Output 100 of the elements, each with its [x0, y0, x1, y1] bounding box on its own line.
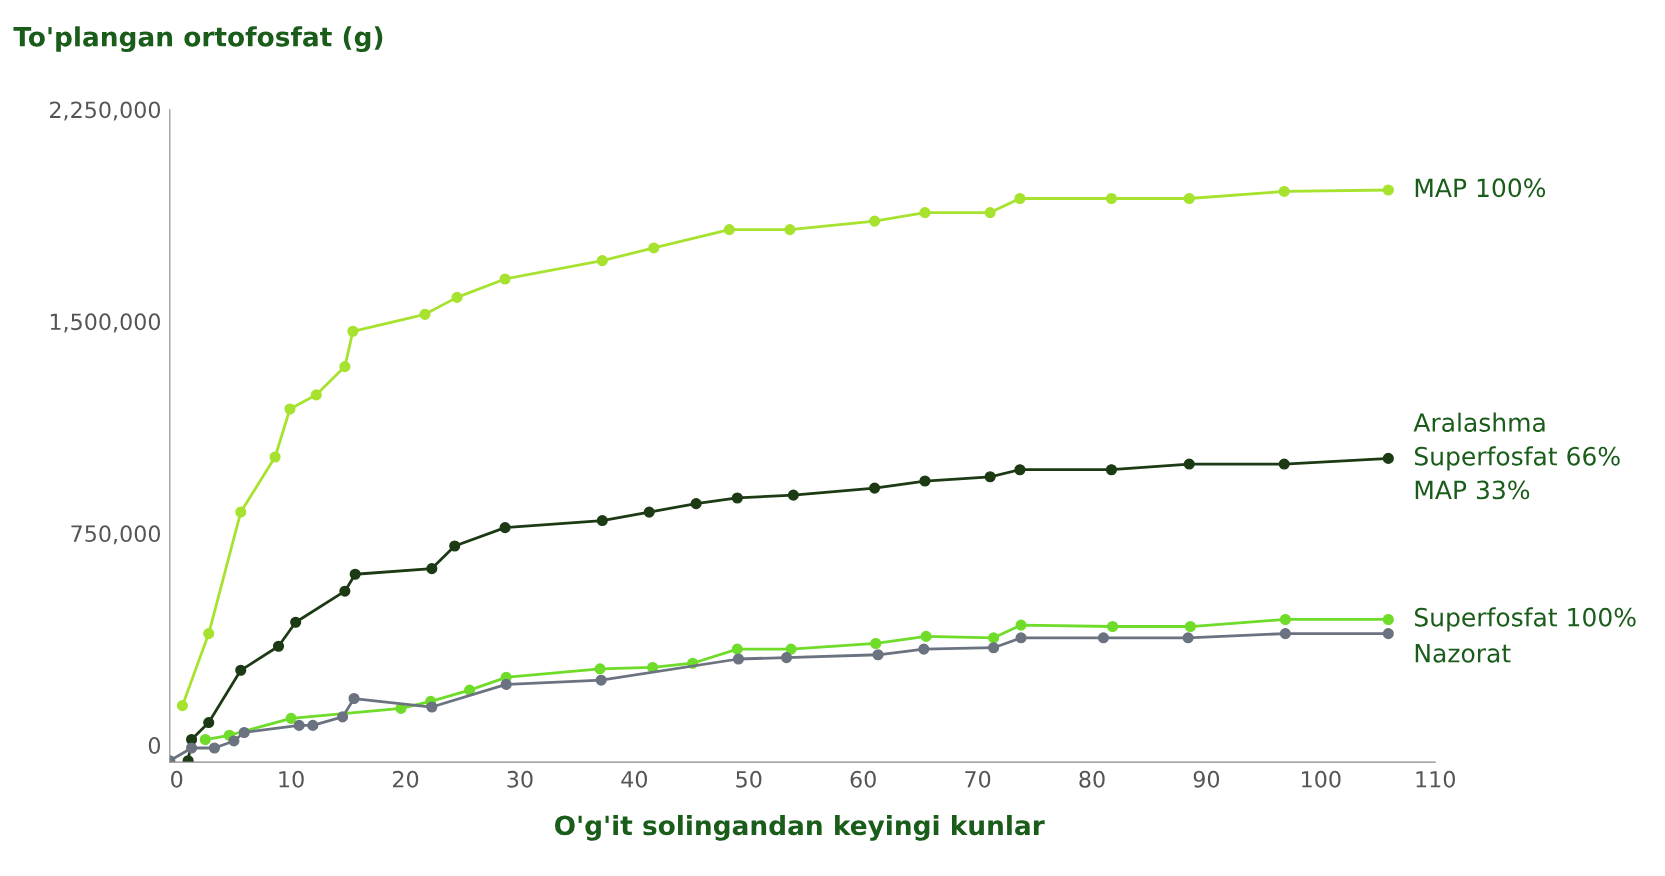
- point: [310, 389, 322, 401]
- point: [284, 403, 296, 415]
- point: [988, 632, 1000, 644]
- point: [1382, 613, 1394, 626]
- chart-title: To'plangan ortofosfat (g): [13, 26, 383, 53]
- point: [269, 451, 281, 463]
- point: [337, 711, 349, 723]
- point: [919, 207, 931, 219]
- x-axis-title: O'g'it solingandan keyingi kunlar: [554, 814, 1045, 841]
- x-tick-label: 40: [621, 770, 648, 788]
- x-tick-label: 30: [507, 770, 533, 788]
- point: [199, 733, 211, 746]
- point: [1105, 192, 1117, 205]
- point: [1015, 619, 1027, 631]
- point: [1278, 458, 1290, 470]
- point: [984, 471, 996, 483]
- point: [449, 540, 461, 552]
- point: [349, 568, 361, 580]
- x-tick-label: 10: [279, 770, 304, 788]
- point: [1382, 628, 1394, 640]
- point: [348, 692, 360, 705]
- point: [785, 643, 797, 655]
- point: [596, 255, 608, 267]
- point: [339, 361, 351, 373]
- point: [293, 719, 305, 731]
- point: [919, 475, 931, 487]
- point: [643, 506, 655, 518]
- point: [1097, 632, 1109, 644]
- point: [731, 492, 743, 504]
- point: [1279, 613, 1291, 626]
- x-tick-label: 20: [393, 770, 419, 788]
- point: [419, 308, 431, 320]
- point: [307, 719, 319, 731]
- point: [235, 664, 247, 676]
- point: [186, 742, 198, 754]
- x-tick-label: 90: [1193, 770, 1220, 788]
- point: [426, 563, 438, 575]
- point: [1382, 184, 1394, 196]
- point: [290, 616, 302, 628]
- x-tick-label: 80: [1079, 770, 1105, 788]
- point: [203, 628, 215, 640]
- point: [1105, 464, 1117, 476]
- series-label: Nazorat: [1415, 644, 1511, 663]
- series-label: Superfosfat 100%: [1414, 607, 1636, 632]
- point: [1278, 185, 1290, 197]
- point: [872, 649, 884, 661]
- point: [1279, 628, 1291, 640]
- point: [339, 585, 351, 597]
- point: [499, 522, 511, 534]
- point: [1014, 464, 1026, 476]
- point: [499, 273, 511, 285]
- point: [723, 224, 735, 236]
- point: [648, 242, 660, 254]
- point: [1382, 452, 1394, 464]
- point: [984, 207, 996, 219]
- series-label: Aralashma Superfosfat 66% MAP 33%: [1413, 412, 1620, 500]
- point: [918, 643, 930, 655]
- point: [1107, 620, 1119, 633]
- point: [451, 291, 463, 303]
- point: [238, 726, 250, 739]
- point: [208, 742, 221, 754]
- point: [780, 652, 793, 664]
- series-label: MAP 100%: [1415, 178, 1546, 198]
- point: [1184, 620, 1196, 633]
- point: [988, 642, 1000, 654]
- point: [869, 215, 881, 227]
- point: [176, 700, 188, 712]
- y-tick-label: 750,000: [71, 525, 161, 545]
- point: [1014, 192, 1026, 205]
- point: [1183, 458, 1195, 470]
- point: [1015, 632, 1027, 644]
- point: [203, 717, 215, 729]
- point: [1182, 632, 1194, 644]
- y-tick-label: 2,250,000: [50, 101, 161, 121]
- point: [595, 674, 607, 686]
- point: [347, 325, 359, 337]
- point: [690, 498, 702, 510]
- x-tick-label: 60: [850, 770, 876, 788]
- point: [869, 482, 881, 494]
- x-tick-label: 0: [171, 770, 183, 788]
- point: [426, 701, 438, 713]
- point: [272, 640, 285, 652]
- x-tick-label: 110: [1416, 770, 1455, 788]
- point: [920, 630, 932, 642]
- point: [500, 678, 512, 690]
- y-tick-label: 0: [148, 737, 161, 754]
- point: [1183, 192, 1195, 205]
- point: [228, 735, 240, 747]
- point: [870, 637, 882, 650]
- point: [235, 506, 247, 518]
- point: [596, 515, 608, 527]
- x-tick-label: 50: [736, 770, 762, 788]
- point: [784, 224, 796, 236]
- x-tick-label: 70: [965, 770, 991, 788]
- x-tick-label: 100: [1302, 770, 1341, 788]
- point: [732, 653, 745, 665]
- point: [787, 489, 799, 501]
- y-tick-label: 1,500,000: [50, 313, 161, 333]
- point: [731, 643, 743, 655]
- point: [464, 684, 476, 696]
